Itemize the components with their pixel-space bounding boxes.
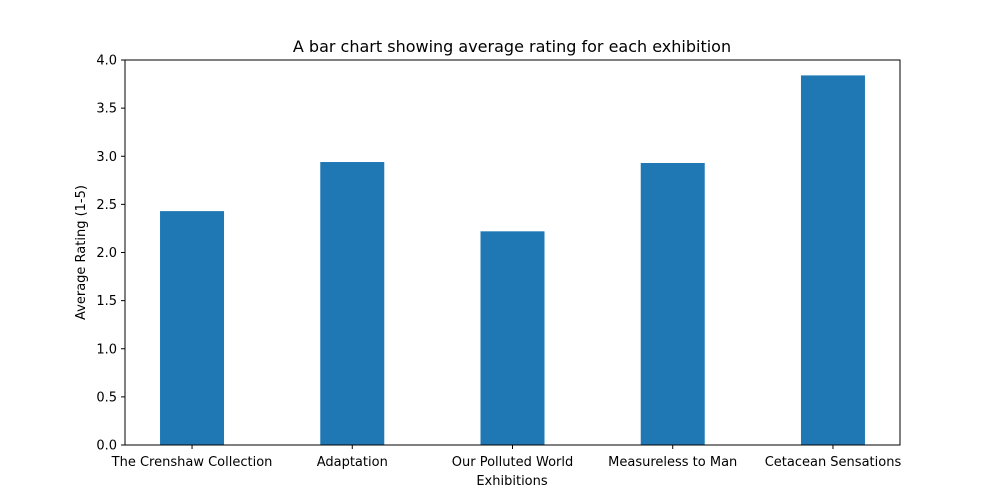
x-tick-label: Adaptation — [317, 455, 388, 470]
y-axis-ticks: 0.0 0.5 1.0 1.5 2.0 2.5 3.0 3.5 4.0 — [96, 54, 125, 454]
bar-the-crenshaw-collection — [160, 211, 225, 445]
x-tick-label: Our Polluted World — [452, 455, 573, 470]
x-axis-label: Exhibitions — [476, 474, 548, 489]
y-tick-label: 3.5 — [96, 102, 117, 117]
y-tick-label: 1.5 — [96, 294, 117, 309]
y-tick-label: 1.0 — [96, 342, 117, 357]
y-tick-label: 0.0 — [96, 439, 117, 454]
x-tick-label: Cetacean Sensations — [765, 455, 902, 470]
x-axis-ticks: The Crenshaw Collection Adaptation Our Pol… — [111, 445, 902, 470]
y-tick-label: 0.5 — [96, 390, 117, 405]
y-tick-label: 3.0 — [96, 150, 117, 165]
bar-cetacean-sensations — [800, 75, 865, 446]
y-tick-label: 4.0 — [96, 54, 117, 69]
x-tick-label: Measureless to Man — [608, 455, 737, 470]
bar-measureless-to-man — [640, 162, 705, 446]
bar-adaptation — [320, 162, 385, 445]
bar-our-polluted-world — [480, 231, 545, 445]
x-tick-label: The Crenshaw Collection — [111, 455, 273, 470]
plot-frame — [124, 59, 901, 446]
bars-group — [160, 75, 865, 446]
y-tick-label: 2.0 — [96, 246, 117, 261]
y-axis-label: Average Rating (1-5) — [74, 185, 89, 320]
chart-title: A bar chart showing average rating for e… — [293, 37, 731, 56]
y-tick-label: 2.5 — [96, 198, 117, 213]
